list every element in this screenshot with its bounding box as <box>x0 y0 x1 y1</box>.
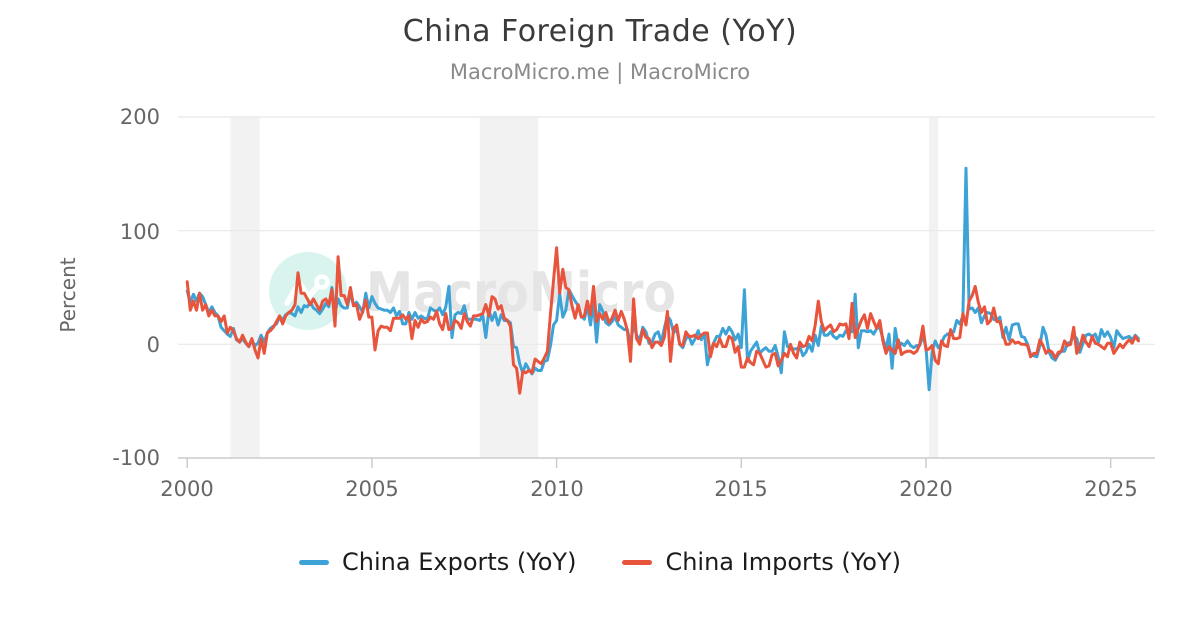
recession-band <box>479 117 539 458</box>
x-tick-label-2000: 2000 <box>160 477 214 501</box>
legend-item-imports[interactable]: China Imports (YoY) <box>622 548 901 576</box>
watermark-logo-node <box>314 274 330 290</box>
imports-line <box>185 246 1140 395</box>
x-tick-label-2025: 2025 <box>1084 477 1138 501</box>
x-tick-label-2020: 2020 <box>899 477 953 501</box>
x-tick-label-2015: 2015 <box>714 477 768 501</box>
legend-item-exports[interactable]: China Exports (YoY) <box>299 548 576 576</box>
recession-band <box>230 117 260 458</box>
watermark-text: MacroMicro <box>366 261 676 324</box>
x-tick-label-2005: 2005 <box>345 477 399 501</box>
chart-background <box>178 116 1155 468</box>
imports-legend-label: China Imports (YoY) <box>665 548 901 576</box>
y-tick-label-0: 0 <box>146 333 160 357</box>
y-tick-label-200: 200 <box>119 105 160 129</box>
y-tick-label-100: 100 <box>119 220 160 244</box>
exports-swatch-icon <box>299 559 330 565</box>
watermark-logo-zigzag-icon <box>284 280 324 306</box>
chart-subtitle: MacroMicro.me | MacroMicro <box>449 60 751 84</box>
x-tick-label-2010: 2010 <box>530 477 584 501</box>
exports-line <box>185 166 1140 392</box>
legend: China Exports (YoY) China Imports (YoY) <box>0 548 1200 576</box>
watermark: MacroMicro <box>269 252 676 330</box>
exports-legend-label: China Exports (YoY) <box>342 548 577 576</box>
chart-title: China Foreign Trade (YoY) <box>402 14 798 49</box>
y-tick-label-n100: -100 <box>112 446 160 470</box>
imports-swatch-icon <box>622 559 653 565</box>
recession-band <box>928 117 939 458</box>
